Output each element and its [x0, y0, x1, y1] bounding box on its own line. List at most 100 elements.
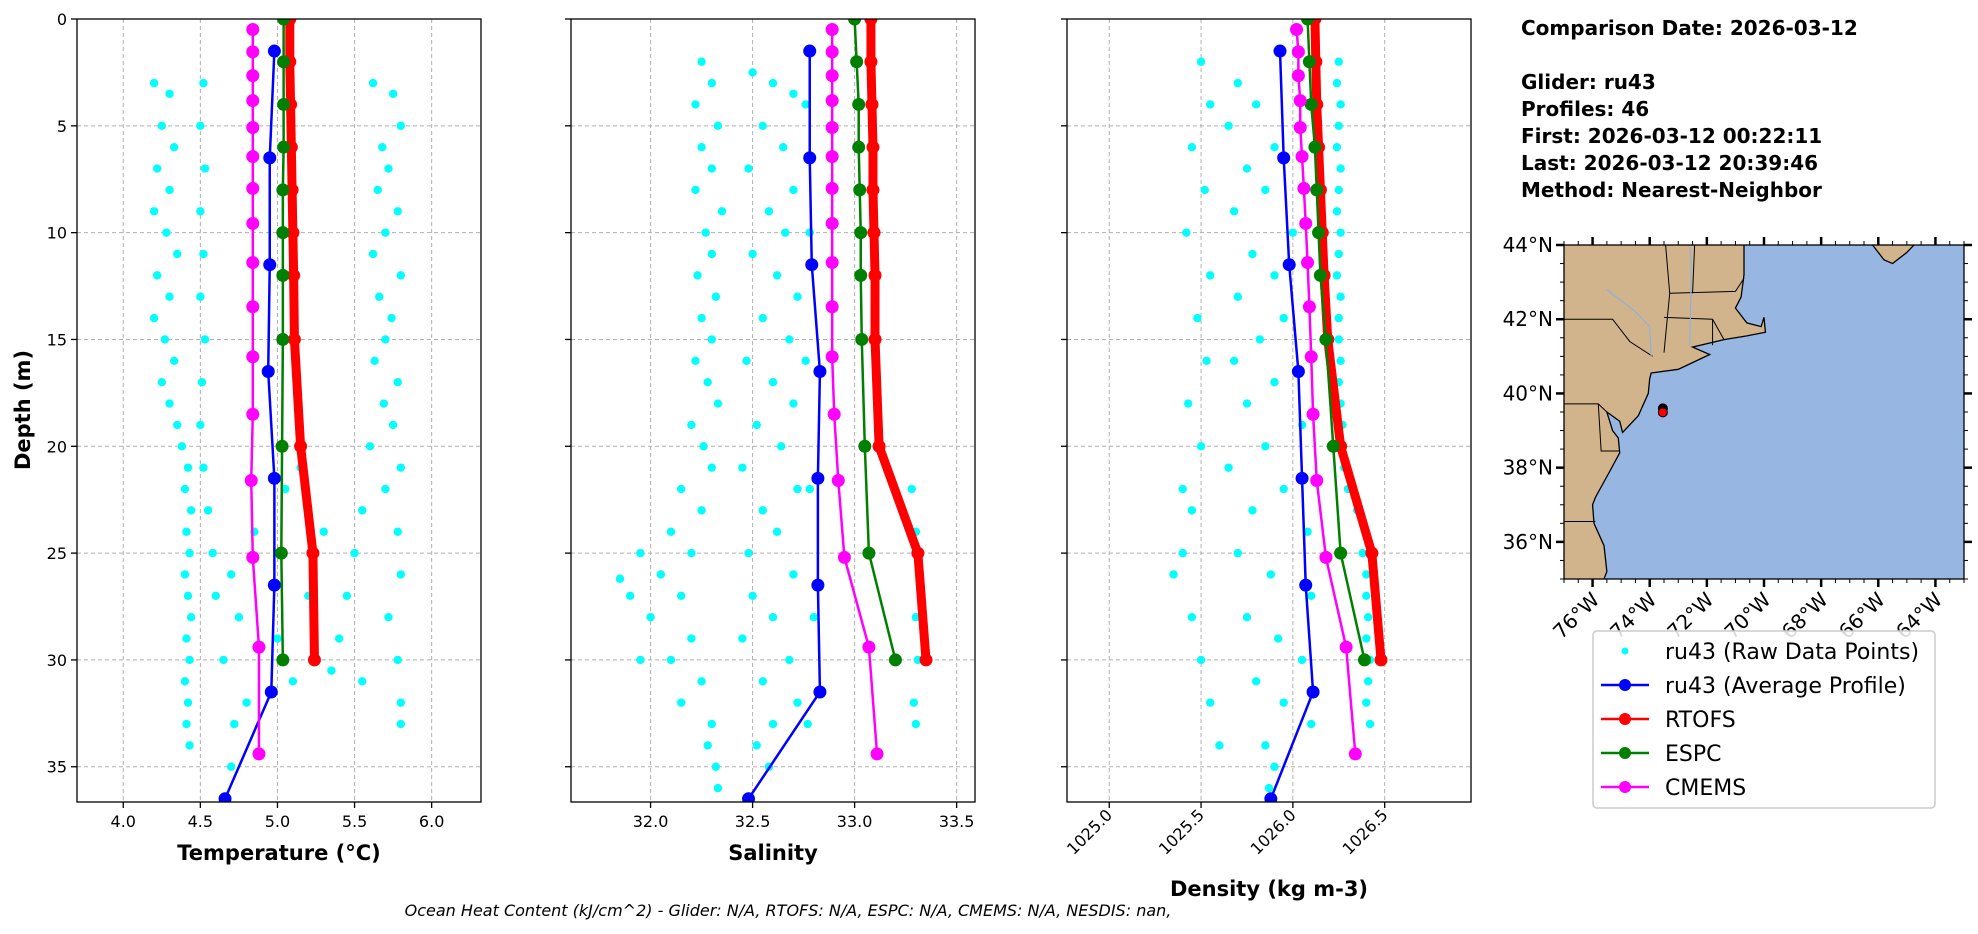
raw-data-point — [1206, 271, 1215, 280]
glider-name: Glider: ru43 — [1521, 70, 1656, 94]
raw-data-point — [1196, 442, 1206, 451]
rtofs-marker — [866, 183, 880, 197]
raw-data-point — [230, 719, 239, 729]
cmems-marker — [825, 45, 839, 59]
raw-data-point — [768, 377, 778, 387]
cmems-marker — [825, 300, 839, 314]
legend-entry-espc: ESPC — [1601, 742, 1722, 767]
raw-data-point — [1336, 164, 1345, 173]
espc-marker — [1334, 546, 1348, 560]
cmems-marker — [825, 216, 839, 230]
y-tick-label: 0 — [57, 10, 67, 29]
cmems-marker — [1301, 256, 1315, 270]
raw-data-point — [707, 78, 716, 88]
raw-data-point — [666, 527, 676, 536]
legend-marker — [1619, 713, 1631, 725]
legend-entry-cmems: CMEMS — [1601, 776, 1746, 801]
raw-data-point — [646, 612, 655, 622]
rtofs-marker — [911, 546, 925, 560]
location-map: 36°N38°N40°N42°N44°N76°W 74°W 72°W 70°W 68°W… — [1503, 233, 1972, 644]
state-border — [1692, 245, 1696, 294]
raw-data-point — [203, 506, 213, 515]
raw-data-point — [752, 741, 761, 750]
raw-data-point — [180, 570, 190, 579]
x-axis-label-density: Density (kg m-3) — [1170, 877, 1368, 901]
raw-data-point — [742, 356, 751, 366]
x-tick-label: 1025.5 — [1155, 805, 1208, 858]
x-tick-label: 6.0 — [419, 812, 444, 831]
raw-data-point — [911, 612, 921, 622]
raw-data-point — [697, 142, 706, 152]
glider-marker — [811, 578, 825, 592]
glider-line — [1269, 51, 1315, 800]
cmems-marker — [825, 181, 839, 195]
raw-data-point — [280, 484, 290, 494]
raw-data-point — [1307, 719, 1316, 729]
raw-data-point — [180, 677, 190, 686]
raw-data-point — [1255, 335, 1265, 344]
raw-data-point — [1273, 634, 1283, 643]
raw-data-point — [789, 399, 798, 408]
x-axis-label-salinity: Salinity — [728, 841, 818, 865]
x-tick-label: 5.5 — [342, 812, 367, 831]
rtofs-marker — [868, 268, 882, 282]
y-tick-label: 30 — [47, 651, 67, 670]
cmems-marker — [246, 22, 260, 36]
rtofs-marker — [286, 226, 300, 240]
raw-data-point — [1196, 655, 1206, 665]
raw-data-point — [381, 484, 390, 494]
raw-data-point — [180, 484, 190, 494]
raw-data-point — [1215, 741, 1224, 750]
x-tick-label: 32.0 — [633, 812, 669, 831]
raw-data-point — [1251, 100, 1261, 109]
raw-data-point — [1224, 463, 1233, 472]
raw-data-point — [1264, 783, 1274, 793]
rtofs-marker — [1365, 546, 1379, 560]
raw-data-point — [200, 164, 210, 173]
cmems-marker — [1302, 300, 1316, 314]
espc-marker — [853, 183, 867, 197]
raw-data-point — [744, 548, 753, 558]
glider-marker — [263, 258, 277, 272]
raw-data-point — [1233, 78, 1242, 88]
raw-data-point — [1187, 506, 1197, 515]
plot-area — [1169, 19, 1388, 802]
raw-data-point — [748, 591, 757, 601]
raw-data-point — [384, 164, 393, 173]
espc-marker — [1313, 268, 1327, 282]
raw-data-point — [199, 249, 208, 259]
raw-data-point — [1200, 185, 1209, 195]
cmems-marker — [246, 121, 260, 135]
raw-data-point — [1248, 249, 1257, 259]
raw-data-point — [713, 121, 723, 131]
raw-data-point — [693, 271, 702, 280]
cmems-marker — [246, 45, 260, 59]
raw-data-point — [358, 677, 367, 686]
raw-data-point — [697, 506, 706, 515]
cmems-marker — [252, 747, 266, 761]
x-tick-label: 5.0 — [265, 812, 290, 831]
raw-data-point — [1334, 121, 1343, 131]
raw-data-point — [160, 335, 170, 344]
raw-data-point — [1362, 570, 1371, 579]
legend-label: ru43 (Average Profile) — [1665, 674, 1906, 699]
raw-data-point — [169, 142, 179, 152]
rtofs-marker — [867, 226, 881, 240]
glider-marker — [813, 365, 827, 379]
river — [1689, 245, 1692, 346]
raw-data-point — [375, 292, 384, 301]
espc-marker — [276, 653, 290, 667]
raw-data-point — [185, 548, 194, 558]
cmems-marker — [246, 350, 260, 364]
cmems-marker — [827, 407, 841, 421]
cmems-marker — [1291, 69, 1305, 83]
raw-data-point — [196, 207, 205, 216]
raw-data-point — [152, 164, 162, 173]
panel-salinity: 32.0 32.5 33.0 33.5 — [565, 18, 976, 831]
cmems-marker — [246, 256, 260, 270]
raw-data-point — [1270, 377, 1279, 387]
cmems-marker — [825, 69, 839, 83]
raw-data-point — [776, 442, 786, 451]
cmems-marker — [1293, 121, 1307, 135]
raw-data-point — [758, 506, 767, 515]
